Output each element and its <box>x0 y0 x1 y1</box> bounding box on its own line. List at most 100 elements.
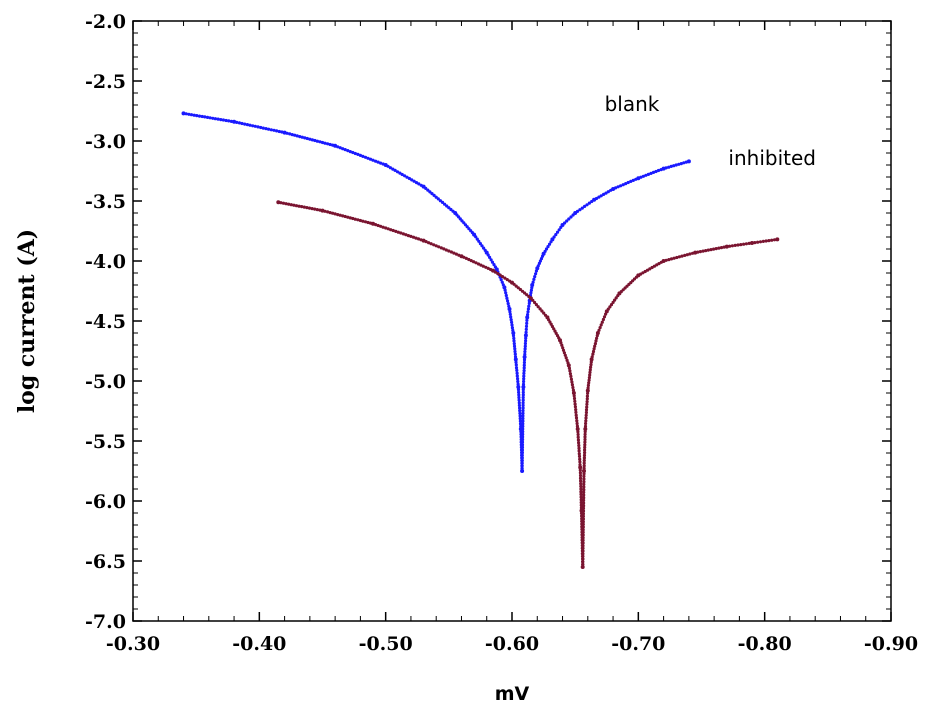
curve-dot <box>585 405 589 409</box>
curve-dot <box>733 243 737 247</box>
curve-dot <box>518 287 523 292</box>
curve-dot <box>582 490 586 494</box>
data-point <box>566 363 571 368</box>
curve-dot <box>410 178 414 182</box>
curve-dot <box>597 328 601 332</box>
curve-dot <box>318 140 322 144</box>
curve-dot <box>587 376 592 380</box>
curve-dot <box>667 258 671 262</box>
data-point <box>494 267 499 272</box>
curve-dot <box>426 188 430 192</box>
curve-dot <box>581 520 585 524</box>
curve-dot <box>386 227 390 231</box>
curve-dot <box>521 424 525 428</box>
curve-dot <box>374 159 378 163</box>
curve-dot <box>574 408 578 412</box>
curve-dot <box>613 298 617 302</box>
curve-dot <box>315 208 319 212</box>
curve-dot <box>540 309 544 313</box>
curve-dot <box>602 315 607 319</box>
curve-dot <box>575 421 579 426</box>
curve-dot <box>567 217 571 221</box>
curve-dot <box>384 226 388 230</box>
curve-dot <box>358 153 362 157</box>
curve-dot <box>672 164 676 168</box>
curve-dot <box>772 238 777 242</box>
curve-dot <box>539 257 544 261</box>
curve-dot <box>761 239 765 243</box>
curve-dot <box>595 336 599 340</box>
curve-dot <box>568 372 573 376</box>
curve-dot <box>656 168 661 173</box>
curve-dot <box>333 212 337 216</box>
curve-dot <box>368 157 373 161</box>
curve-dot <box>581 541 585 545</box>
curve-dot <box>583 437 587 442</box>
curve-dot <box>515 371 519 375</box>
curve-dot <box>361 154 365 158</box>
y-tick-label: -5.0 <box>85 371 126 393</box>
curve-dot <box>573 399 577 403</box>
curve-dot <box>521 406 525 410</box>
curve-dot <box>536 305 540 309</box>
curve-dot <box>523 347 527 351</box>
curve-dot <box>518 419 523 423</box>
curve-dot <box>508 310 512 314</box>
curve-dot <box>521 395 525 400</box>
curve-dot <box>308 137 312 141</box>
curve-dot <box>683 253 687 257</box>
curve-dot <box>517 393 521 397</box>
curve-dot <box>517 401 521 405</box>
series-inhibited <box>276 200 780 569</box>
curve-dot <box>288 132 292 136</box>
data-point <box>750 241 754 245</box>
curve-dot <box>583 204 587 208</box>
curve-dot <box>736 243 740 247</box>
curve-dot <box>302 205 306 209</box>
curve-dot <box>578 471 583 475</box>
curve-dot <box>513 352 517 356</box>
curve-dot <box>341 147 345 151</box>
data-point <box>585 388 590 393</box>
curve-dot <box>606 190 610 194</box>
curve-dot <box>221 118 225 122</box>
curve-dot <box>582 496 586 500</box>
curve-dot <box>544 247 549 251</box>
curve-dot <box>524 339 528 343</box>
curve-dot <box>486 253 490 257</box>
curve-dot <box>599 323 603 327</box>
y-tick-label: -2.0 <box>85 11 126 33</box>
curve-dot <box>601 317 606 322</box>
curve-dot <box>440 200 445 204</box>
curve-dot <box>581 506 586 510</box>
curve-dot <box>338 213 342 217</box>
curve-dot <box>444 248 448 252</box>
y-tick-label: -3.5 <box>85 191 126 213</box>
curve-dot <box>521 414 525 418</box>
curve-dot <box>581 514 586 518</box>
curve-dot <box>361 219 365 223</box>
curve-dot <box>452 251 456 255</box>
curve-dot <box>478 242 482 246</box>
curve-dot <box>315 139 319 143</box>
curve-dot <box>587 378 591 382</box>
curve-dot <box>326 142 330 146</box>
curve-dot <box>564 356 568 360</box>
data-point <box>580 565 585 569</box>
curve-dot <box>486 266 490 270</box>
curve-dot <box>366 220 370 225</box>
curve-dot <box>517 390 521 394</box>
curve-dot <box>581 557 585 561</box>
curve-dot <box>512 342 516 346</box>
curve-dot <box>767 239 771 243</box>
curve-dot <box>531 280 535 284</box>
curve-dot <box>537 261 542 265</box>
curve-dot <box>396 230 400 234</box>
curve-dot <box>674 163 678 167</box>
curve-dot <box>211 116 215 120</box>
curve-dot <box>522 369 526 373</box>
curve-dot <box>592 347 596 351</box>
curve-dot <box>346 149 350 153</box>
curve-dot <box>646 172 651 176</box>
curve-dot <box>639 175 643 179</box>
